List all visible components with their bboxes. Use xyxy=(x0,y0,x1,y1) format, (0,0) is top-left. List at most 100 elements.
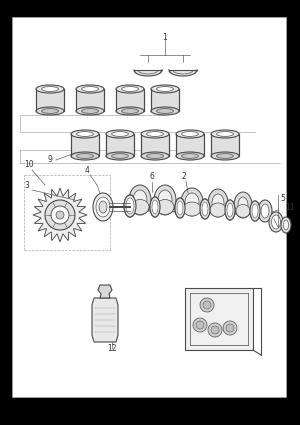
Ellipse shape xyxy=(261,204,269,218)
Ellipse shape xyxy=(93,193,113,221)
Ellipse shape xyxy=(225,200,235,220)
Ellipse shape xyxy=(227,203,233,217)
Ellipse shape xyxy=(182,153,198,159)
Bar xyxy=(116,89,144,111)
Ellipse shape xyxy=(112,132,128,136)
Ellipse shape xyxy=(99,201,107,213)
Ellipse shape xyxy=(141,152,169,160)
Ellipse shape xyxy=(96,197,110,217)
Bar xyxy=(36,89,64,111)
Text: 10: 10 xyxy=(24,160,34,169)
Ellipse shape xyxy=(210,203,226,217)
Ellipse shape xyxy=(182,132,198,136)
Ellipse shape xyxy=(124,195,136,217)
Ellipse shape xyxy=(176,130,204,138)
Ellipse shape xyxy=(150,197,160,217)
Polygon shape xyxy=(33,188,87,242)
Circle shape xyxy=(193,318,207,332)
Circle shape xyxy=(208,323,222,337)
Ellipse shape xyxy=(147,132,164,136)
Polygon shape xyxy=(134,70,162,76)
Ellipse shape xyxy=(250,201,260,221)
Text: 2: 2 xyxy=(182,172,187,181)
Ellipse shape xyxy=(250,201,260,221)
Circle shape xyxy=(51,206,69,224)
Ellipse shape xyxy=(202,202,208,216)
Ellipse shape xyxy=(122,87,138,91)
Ellipse shape xyxy=(225,200,235,220)
Ellipse shape xyxy=(208,189,228,217)
Ellipse shape xyxy=(211,130,239,138)
Ellipse shape xyxy=(252,204,258,218)
Bar xyxy=(176,134,204,156)
Ellipse shape xyxy=(150,197,160,217)
Ellipse shape xyxy=(76,85,104,93)
Ellipse shape xyxy=(133,190,147,210)
Ellipse shape xyxy=(152,200,158,214)
Ellipse shape xyxy=(122,109,138,113)
Ellipse shape xyxy=(175,198,185,218)
Ellipse shape xyxy=(116,85,144,93)
Ellipse shape xyxy=(151,107,179,115)
Text: 4: 4 xyxy=(85,166,90,175)
Ellipse shape xyxy=(124,195,136,217)
Ellipse shape xyxy=(177,201,183,215)
Circle shape xyxy=(211,326,219,334)
Circle shape xyxy=(203,301,211,309)
Ellipse shape xyxy=(158,190,172,210)
Bar xyxy=(185,288,253,350)
Ellipse shape xyxy=(82,87,98,91)
Bar xyxy=(106,134,134,156)
Text: 6: 6 xyxy=(149,172,154,181)
Ellipse shape xyxy=(71,152,99,160)
Ellipse shape xyxy=(112,153,128,159)
Ellipse shape xyxy=(217,132,233,136)
Ellipse shape xyxy=(106,152,134,160)
Circle shape xyxy=(196,321,204,329)
Ellipse shape xyxy=(200,199,210,219)
Bar xyxy=(141,134,169,156)
Ellipse shape xyxy=(42,109,58,113)
Ellipse shape xyxy=(157,109,173,113)
Ellipse shape xyxy=(272,215,280,229)
Polygon shape xyxy=(92,298,118,342)
Ellipse shape xyxy=(126,198,134,214)
Text: 11: 11 xyxy=(285,203,295,212)
Ellipse shape xyxy=(211,152,239,160)
Ellipse shape xyxy=(141,130,169,138)
Bar xyxy=(151,89,179,111)
Circle shape xyxy=(45,200,75,230)
Ellipse shape xyxy=(156,199,174,215)
Ellipse shape xyxy=(131,199,149,215)
Ellipse shape xyxy=(281,217,291,233)
Ellipse shape xyxy=(183,202,201,216)
Text: 1: 1 xyxy=(163,32,167,42)
Ellipse shape xyxy=(238,197,248,213)
Ellipse shape xyxy=(175,198,185,218)
Text: 9: 9 xyxy=(48,155,53,164)
Ellipse shape xyxy=(284,220,289,230)
Ellipse shape xyxy=(76,153,93,159)
Ellipse shape xyxy=(151,85,179,93)
Polygon shape xyxy=(98,285,112,298)
Ellipse shape xyxy=(76,107,104,115)
Circle shape xyxy=(200,298,214,312)
Ellipse shape xyxy=(185,193,199,211)
Ellipse shape xyxy=(258,200,272,222)
Ellipse shape xyxy=(157,87,173,91)
Bar xyxy=(12,17,286,397)
Circle shape xyxy=(223,321,237,335)
Circle shape xyxy=(56,211,64,219)
Ellipse shape xyxy=(200,199,210,219)
Bar xyxy=(76,89,104,111)
Ellipse shape xyxy=(129,185,151,215)
Ellipse shape xyxy=(71,130,99,138)
Ellipse shape xyxy=(236,204,250,218)
Ellipse shape xyxy=(147,153,164,159)
Ellipse shape xyxy=(36,85,64,93)
Polygon shape xyxy=(169,70,197,76)
Text: 3: 3 xyxy=(24,181,29,190)
Ellipse shape xyxy=(106,130,134,138)
Circle shape xyxy=(226,324,234,332)
Ellipse shape xyxy=(217,153,233,159)
